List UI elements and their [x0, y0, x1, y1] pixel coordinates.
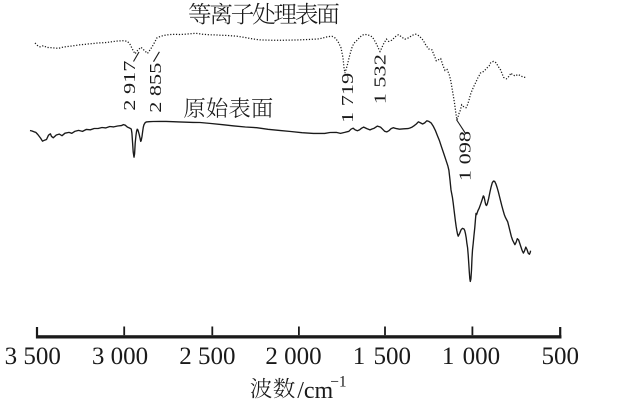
- svg-text:−1: −1: [330, 374, 347, 391]
- svg-text:2 000: 2 000: [265, 343, 321, 370]
- svg-text:2 855: 2 855: [147, 62, 166, 112]
- svg-text:3 000: 3 000: [92, 343, 148, 370]
- svg-text:2 500: 2 500: [179, 343, 235, 370]
- svg-text:1 500: 1 500: [353, 343, 411, 370]
- svg-text:1 532: 1 532: [371, 54, 390, 104]
- svg-text:/cm: /cm: [297, 378, 333, 404]
- svg-text:2 917: 2 917: [121, 60, 140, 110]
- svg-text:1 719: 1 719: [339, 73, 358, 123]
- svg-text:3 500: 3 500: [5, 343, 61, 370]
- svg-text:1 098: 1 098: [456, 131, 475, 181]
- svg-text:500: 500: [542, 343, 580, 370]
- svg-text:1 000: 1 000: [442, 343, 500, 370]
